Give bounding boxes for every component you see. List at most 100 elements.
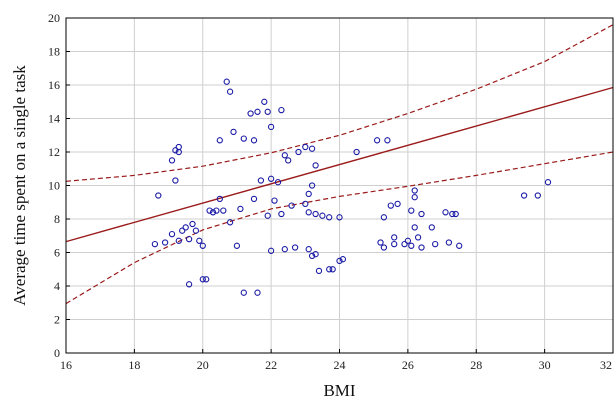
data-point-69: [326, 214, 333, 221]
data-point-29: [230, 128, 237, 136]
data-point-47: [274, 179, 282, 186]
data-point-42: [264, 212, 271, 219]
data-point-10: [179, 227, 186, 234]
data-point-17: [199, 276, 206, 283]
data-point-31: [237, 205, 244, 213]
data-point-19: [203, 276, 210, 283]
data-point-39: [257, 177, 265, 184]
data-point-91: [411, 224, 418, 231]
confidence-upper-line: [65, 24, 614, 182]
data-point-93: [418, 210, 425, 218]
x-tick-label-2: 20: [197, 358, 209, 372]
data-point-24: [216, 137, 223, 144]
data-point-48: [278, 106, 285, 114]
data-point-72: [336, 214, 343, 221]
y-tick-label-2: 4: [54, 279, 60, 293]
y-tick-label-6: 12: [48, 145, 60, 159]
data-point-25: [220, 207, 227, 214]
data-point-82: [391, 234, 398, 241]
data-point-80: [384, 137, 391, 144]
data-point-14: [189, 220, 196, 228]
data-point-3: [168, 230, 176, 238]
data-point-55: [295, 148, 302, 156]
data-point-84: [394, 200, 401, 208]
data-point-75: [353, 148, 360, 156]
data-point-27: [226, 219, 234, 226]
data-point-52: [285, 157, 292, 164]
data-point-32: [240, 135, 247, 142]
data-point-68: [319, 212, 326, 219]
data-point-87: [408, 242, 415, 249]
data-point-0: [151, 240, 159, 248]
data-point-61: [308, 145, 316, 152]
y-tick-label-3: 6: [54, 246, 60, 260]
gridlines: [65, 17, 614, 354]
y-tick-label-7: 14: [48, 112, 60, 126]
data-point-43: [267, 175, 275, 182]
data-point-81: [387, 202, 394, 209]
data-point-96: [432, 240, 439, 248]
data-point-102: [520, 192, 528, 199]
data-point-83: [391, 240, 398, 248]
data-point-18: [199, 242, 206, 249]
x-tick-label-5: 26: [402, 358, 414, 372]
data-point-44: [267, 123, 275, 131]
x-tick-label-0: 16: [60, 358, 72, 372]
data-point-11: [182, 224, 189, 231]
data-point-78: [380, 214, 388, 221]
confidence-lower-line: [65, 151, 614, 305]
data-point-100: [452, 210, 459, 218]
data-point-2: [161, 239, 169, 246]
data-point-49: [278, 210, 285, 218]
data-point-5: [172, 147, 179, 154]
data-point-50: [281, 152, 288, 159]
y-tick-label-9: 18: [48, 45, 60, 59]
y-axis-title: Average time spent on a single task: [10, 65, 29, 306]
data-point-92: [414, 234, 422, 241]
data-point-95: [428, 224, 435, 231]
data-point-34: [247, 110, 254, 117]
data-point-59: [305, 209, 312, 216]
data-point-30: [233, 242, 241, 249]
data-point-36: [250, 137, 258, 144]
data-point-1: [155, 192, 162, 199]
data-point-104: [544, 179, 552, 186]
data-point-28: [226, 88, 234, 95]
data-point-15: [192, 227, 200, 234]
data-point-8: [175, 148, 182, 156]
data-point-9: [175, 237, 182, 244]
x-axis-ticks: 16 18 20 22 24 26 28 30 32: [60, 349, 614, 372]
data-point-53: [288, 202, 295, 209]
y-tick-label-4: 8: [54, 212, 60, 226]
data-point-21: [209, 209, 217, 216]
data-point-37: [254, 289, 261, 296]
data-point-7: [175, 143, 182, 151]
data-point-38: [254, 108, 261, 115]
data-points: [151, 78, 552, 296]
x-tick-label-7: 30: [539, 358, 551, 372]
data-point-62: [308, 182, 316, 189]
data-point-86: [404, 237, 412, 244]
data-point-79: [380, 244, 388, 251]
data-point-40: [261, 98, 268, 105]
x-tick-label-1: 18: [128, 358, 140, 372]
data-point-103: [534, 192, 541, 199]
data-point-16: [196, 237, 203, 244]
regression-line: [65, 86, 614, 243]
data-point-98: [445, 239, 453, 246]
data-point-70: [326, 266, 333, 273]
data-point-58: [305, 190, 312, 198]
y-tick-label-1: 2: [54, 313, 60, 327]
data-point-33: [240, 289, 247, 296]
regression-line-group: [65, 86, 614, 243]
data-point-65: [312, 210, 319, 218]
confidence-bands: [65, 24, 614, 305]
data-point-51: [281, 246, 288, 253]
y-tick-label-10: 20: [48, 11, 60, 25]
data-point-20: [206, 207, 213, 214]
y-tick-label-8: 16: [48, 78, 60, 92]
data-point-64: [312, 162, 319, 169]
x-tick-label-3: 22: [265, 358, 277, 372]
data-point-94: [418, 244, 425, 251]
x-tick-label-6: 28: [470, 358, 482, 372]
